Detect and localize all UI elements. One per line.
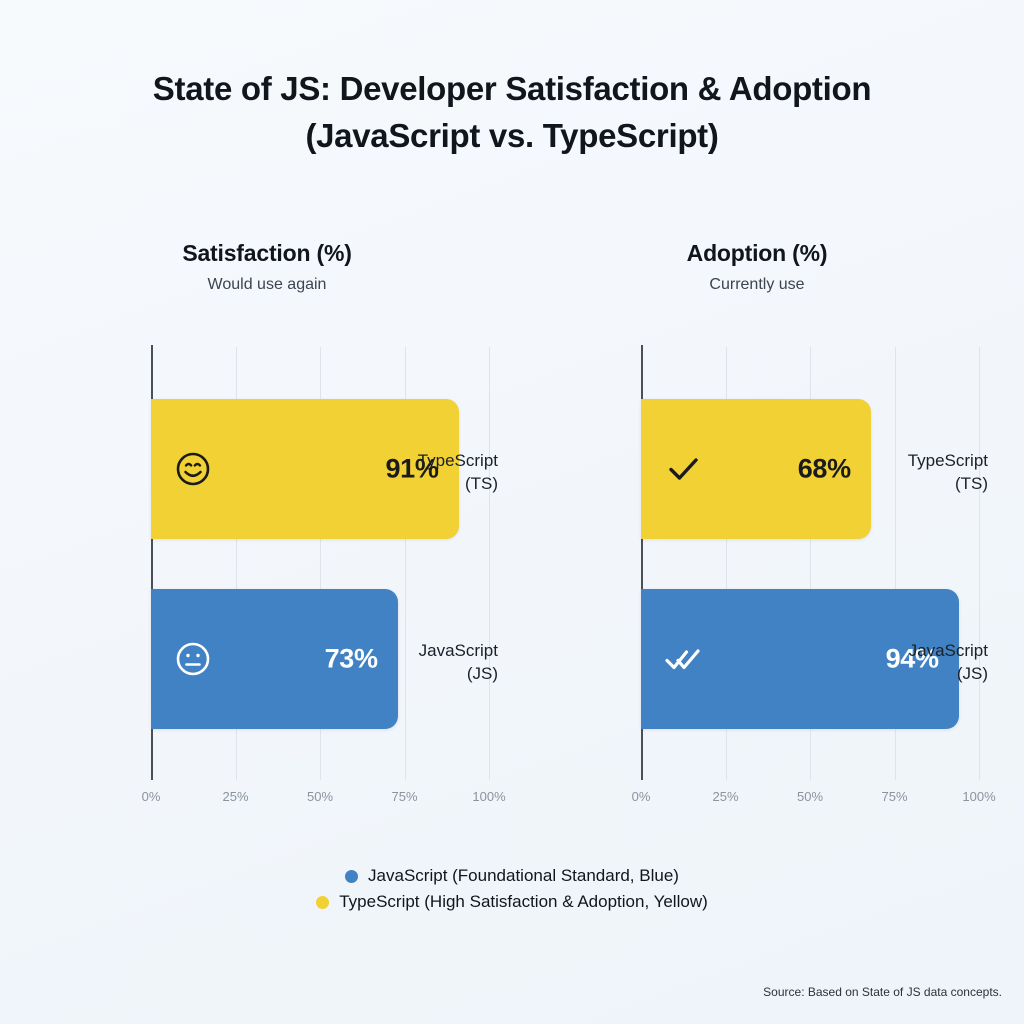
panel-satisfaction-title: Satisfaction (%) <box>182 240 352 266</box>
legend-label: TypeScript (High Satisfaction & Adoption… <box>339 892 708 911</box>
panel-satisfaction-subtitle: Would use again <box>207 276 327 293</box>
gridline <box>894 347 896 780</box>
x-axis-tick-label: 25% <box>222 789 249 804</box>
x-axis-tick-label: 50% <box>306 789 334 804</box>
gridline <box>235 347 237 780</box>
page-title-line-2: (JavaScript vs. TypeScript) <box>305 116 719 154</box>
category-label-abbr: (JS) <box>956 664 988 684</box>
double-check-icon <box>663 639 703 679</box>
smiling-face-icon <box>173 449 213 489</box>
y-axis-line <box>151 345 153 780</box>
category-label-name: JavaScript <box>418 641 498 660</box>
bar-value-label: 73% <box>324 643 378 674</box>
legend-label: JavaScript (Foundational Standard, Blue) <box>368 866 679 885</box>
bar-value-label: 68% <box>797 453 851 484</box>
legend-item[interactable]: JavaScript (Foundational Standard, Blue) <box>345 866 679 886</box>
bar-row[interactable]: 91% <box>151 399 459 539</box>
x-axis-tick-label: 50% <box>796 789 824 804</box>
page-title-line-1: State of JS: Developer Satisfaction & Ad… <box>152 70 872 107</box>
panel-adoption-subtitle: Currently use <box>709 276 805 293</box>
category-label: JavaScript (JS) <box>873 639 1002 685</box>
gridline <box>979 347 980 780</box>
panel-satisfaction-header: Satisfaction (%) Would use again <box>22 240 512 294</box>
x-axis-tick-label: 75% <box>391 789 418 804</box>
bar-adoption-ts[interactable]: 68% <box>641 399 871 539</box>
legend-color-swatch <box>316 895 330 909</box>
bar-value-label: 91% <box>385 453 439 484</box>
x-axis-tick-label: 100% <box>962 789 996 804</box>
category-label: JavaScript (JS) <box>383 639 512 685</box>
x-axis-tick-label: 100% <box>472 789 506 804</box>
gridline <box>810 347 811 780</box>
panel-adoption-plot: 0% 25% 50% 75% 100% 68% TypeScript (TS) 94% JavaS… <box>512 345 1002 804</box>
category-label-name: TypeScript <box>907 451 988 470</box>
panel-satisfaction: Satisfaction (%) Would use again 0% 25% 50… <box>22 240 512 804</box>
x-axis-tick-label: 0% <box>141 789 161 804</box>
category-label-abbr: (JS) <box>466 664 498 684</box>
bar-satisfaction-ts[interactable]: 91% <box>151 399 459 539</box>
chart-legend: JavaScript (Foundational Standard, Blue)… <box>0 866 1024 912</box>
bar-value-label: 94% <box>885 643 939 674</box>
page-title: State of JS: Developer Satisfaction & Ad… <box>0 66 1024 160</box>
panel-adoption-title: Adoption (%) <box>686 240 828 266</box>
legend-color-swatch <box>345 869 359 883</box>
gridline <box>320 347 321 780</box>
category-label-name: JavaScript <box>908 641 988 660</box>
category-label-abbr: (TS) <box>954 474 988 494</box>
panel-adoption: Adoption (%) Currently use 0% 25% 50% 75% 10… <box>512 240 1002 804</box>
gridline <box>404 347 406 780</box>
single-check-icon <box>663 449 703 489</box>
gridline <box>725 347 727 780</box>
y-axis-line <box>641 345 643 780</box>
category-label-abbr: (TS) <box>464 474 498 494</box>
category-label: TypeScript (TS) <box>873 449 1002 495</box>
x-axis-tick-label: 75% <box>881 789 908 804</box>
panel-satisfaction-plot: 0% 25% 50% 75% 100% 91% TypeScript (TS) 73% JavaS… <box>22 345 512 804</box>
category-label-name: TypeScript <box>417 451 498 470</box>
panel-adoption-header: Adoption (%) Currently use <box>512 240 1002 294</box>
x-axis-tick-label: 25% <box>712 789 739 804</box>
gridline <box>489 347 490 780</box>
bar-adoption-js[interactable]: 94% <box>641 589 959 729</box>
bar-row[interactable]: 68% <box>641 399 871 539</box>
source-note: Source: Based on State of JS data concep… <box>763 985 1002 999</box>
bar-satisfaction-js[interactable]: 73% <box>151 589 398 729</box>
bar-row[interactable]: 94% <box>641 589 959 729</box>
x-axis-tick-label: 0% <box>631 789 651 804</box>
neutral-face-icon <box>173 639 213 679</box>
category-label: TypeScript (TS) <box>383 449 512 495</box>
bar-row[interactable]: 73% <box>151 589 398 729</box>
legend-item[interactable]: TypeScript (High Satisfaction & Adoption… <box>316 892 708 912</box>
